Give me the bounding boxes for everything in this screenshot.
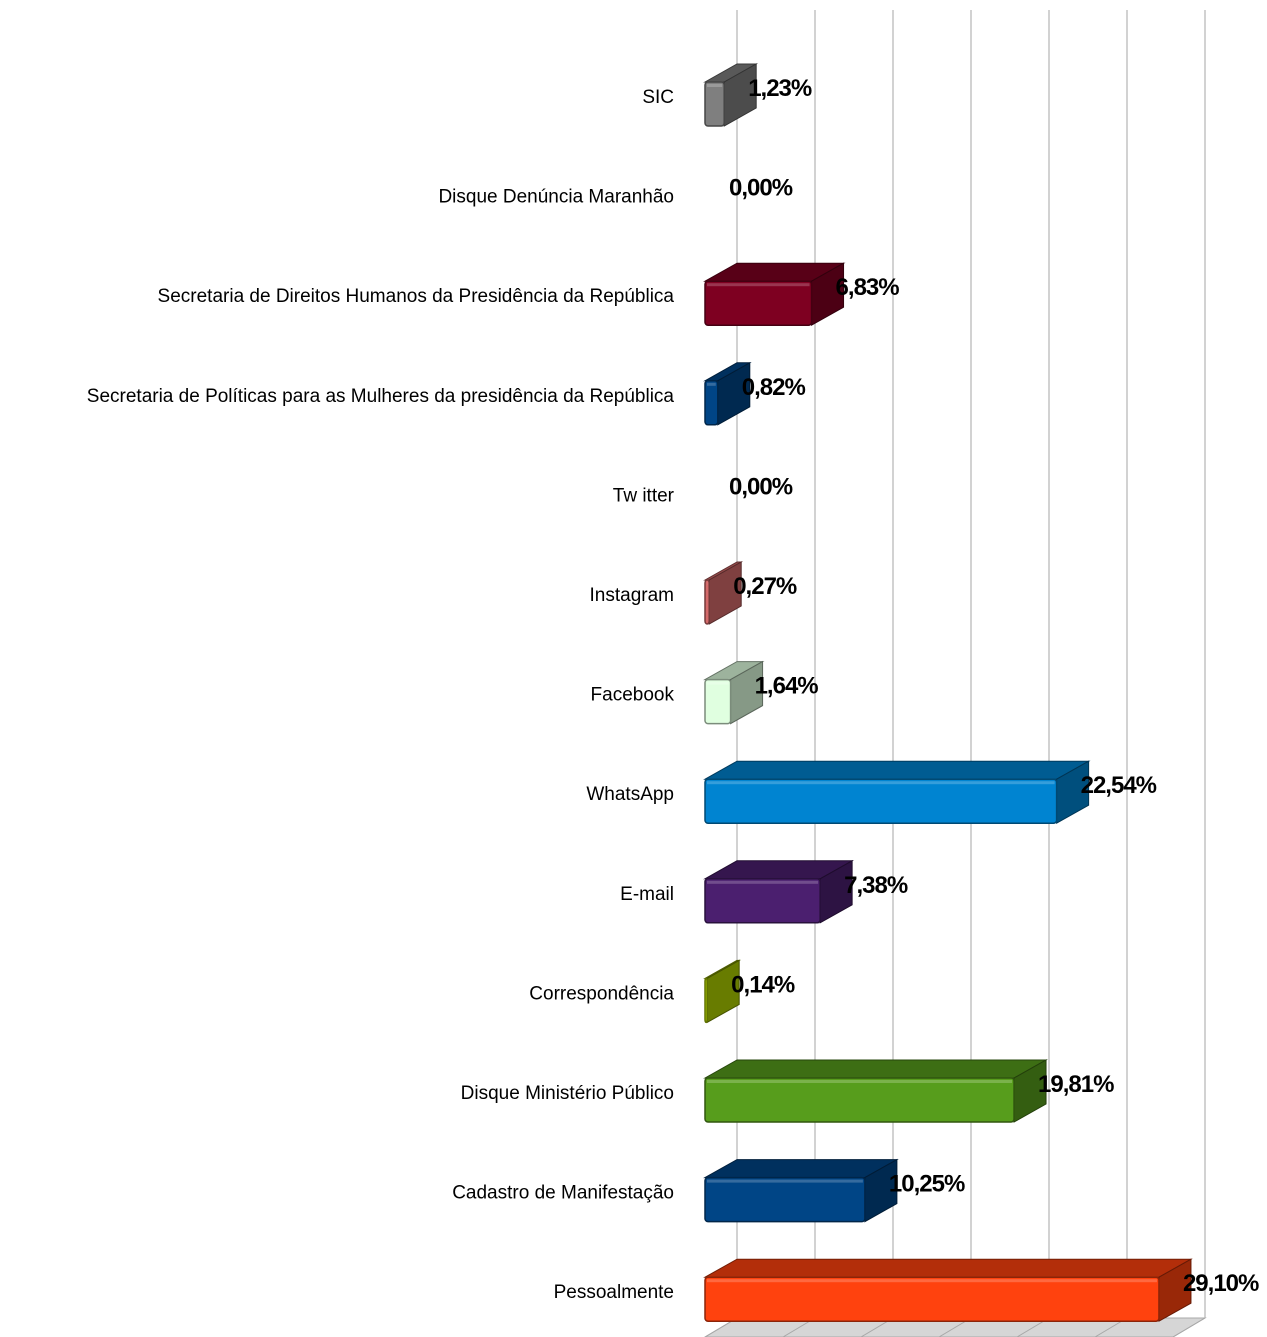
category-label: WhatsApp xyxy=(586,784,674,805)
bar xyxy=(703,660,765,725)
category-label: Correspondência xyxy=(529,983,674,1004)
bar xyxy=(703,1258,1193,1323)
value-label: 0,82% xyxy=(742,374,806,401)
category-label: Tw itter xyxy=(613,485,675,506)
value-label: 19,81% xyxy=(1038,1071,1114,1098)
category-label: SIC xyxy=(642,87,674,108)
bar-highlight xyxy=(707,283,810,287)
value-label: 0,00% xyxy=(729,175,793,202)
bar-highlight xyxy=(707,1179,863,1183)
bar-highlight xyxy=(707,681,729,685)
bar-front-face xyxy=(704,1176,866,1223)
category-label: Disque Ministério Público xyxy=(461,1083,674,1104)
value-label: 6,83% xyxy=(836,274,900,301)
bar xyxy=(703,63,759,127)
bar xyxy=(703,262,846,327)
value-label: 7,38% xyxy=(844,872,908,899)
bar-front-face xyxy=(704,977,708,1024)
bar xyxy=(703,1059,1048,1123)
value-label: 10,25% xyxy=(889,1171,965,1198)
bar-front-face xyxy=(704,1077,1015,1123)
bar xyxy=(703,561,744,625)
bar xyxy=(703,361,752,426)
bar-top-face xyxy=(703,1059,1048,1079)
value-labels: 1,23% 0,00% 6,83% 0,82% 0,00% 0,27% 1,64% 22,54… xyxy=(729,75,1260,1297)
bar-top-face xyxy=(703,1159,899,1179)
bar-top-face xyxy=(703,760,1091,780)
category-label: Pessoalmente xyxy=(554,1282,674,1303)
bar-highlight xyxy=(707,1279,1157,1283)
category-label: Secretaria de Direitos Humanos da Presid… xyxy=(158,286,675,307)
category-label: Instagram xyxy=(590,585,674,606)
bar-front-face xyxy=(704,81,725,127)
bar-front-face xyxy=(704,380,719,426)
category-label: Disque Denúncia Maranhão xyxy=(438,187,674,208)
chart-bars xyxy=(703,63,1193,1323)
value-label: 22,54% xyxy=(1081,772,1157,799)
category-label: E-mail xyxy=(620,884,674,905)
category-label: Cadastro de Manifestação xyxy=(452,1183,674,1204)
category-label: Secretaria de Políticas para as Mulheres… xyxy=(87,386,675,407)
value-label: 1,64% xyxy=(755,673,819,700)
bar xyxy=(703,1158,899,1223)
bar-highlight xyxy=(707,382,716,386)
bar-front-face xyxy=(704,280,813,326)
category-labels: SIC Disque Denúncia Maranhão Secretaria de… xyxy=(87,87,675,1303)
bar-front-face xyxy=(704,678,732,725)
bar-highlight xyxy=(707,84,723,87)
bar xyxy=(703,760,1091,825)
bar xyxy=(703,859,855,924)
value-label: 0,00% xyxy=(729,473,793,500)
bar-front-face xyxy=(704,1276,1160,1322)
bar-top-face xyxy=(703,1258,1193,1278)
floor-gridline xyxy=(1172,1317,1206,1337)
value-label: 0,27% xyxy=(733,573,797,600)
bar-highlight xyxy=(707,880,819,884)
bar xyxy=(703,959,742,1024)
bar-highlight xyxy=(707,781,1055,785)
category-label: Facebook xyxy=(591,685,675,706)
value-label: 1,23% xyxy=(748,75,812,102)
value-label: 29,10% xyxy=(1183,1270,1259,1297)
value-label: 0,14% xyxy=(731,971,795,998)
bar-front-face xyxy=(704,579,710,625)
bar-front-face xyxy=(704,778,1058,824)
bar-front-face xyxy=(704,878,821,924)
bar-highlight xyxy=(707,1080,1013,1083)
